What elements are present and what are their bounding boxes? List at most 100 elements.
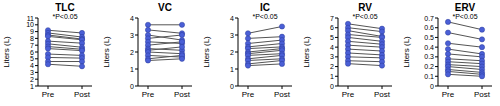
point — [279, 61, 284, 66]
subject-line — [248, 37, 282, 39]
data — [445, 19, 484, 79]
y-tick — [135, 35, 138, 36]
x-axis — [238, 86, 292, 87]
y-tick — [435, 86, 438, 87]
subject-line — [148, 42, 182, 45]
subject-line — [48, 64, 82, 66]
y-tick-label: 1 — [330, 73, 334, 80]
x-axis — [138, 86, 192, 87]
subject-line — [348, 56, 382, 58]
y-tick-label: 5 — [30, 55, 34, 62]
point — [45, 46, 50, 51]
subject-line — [448, 22, 482, 30]
annotation: *P<0.05 — [352, 13, 377, 20]
point — [345, 61, 350, 66]
x-tick — [148, 86, 149, 89]
x-tick — [48, 86, 49, 89]
subject-line — [448, 62, 482, 64]
y-tick — [335, 76, 338, 77]
y-tick — [35, 38, 38, 39]
y-tick — [35, 24, 38, 25]
point — [379, 63, 384, 68]
point — [445, 72, 450, 77]
y-tick — [35, 86, 38, 87]
subject-line — [148, 52, 182, 54]
y-tick-label: 1 — [130, 66, 134, 73]
x-tick — [482, 86, 483, 89]
x-tick-label: Post — [374, 90, 391, 99]
panel: ICLiters (L)01234PrePost*P<0.05 — [202, 2, 292, 99]
y-tick-label: 3 — [30, 69, 34, 76]
y-tick — [35, 72, 38, 73]
subject-line — [248, 59, 282, 61]
subject-line — [48, 30, 82, 33]
y-tick — [35, 31, 38, 32]
y-tick-label: 2 — [130, 49, 134, 56]
data — [145, 22, 184, 63]
point — [79, 59, 84, 64]
y-tick-label: 1 — [30, 83, 34, 90]
title: ERV — [455, 2, 476, 13]
subject-line — [48, 35, 82, 39]
y-tick-label: 8 — [30, 35, 34, 42]
subject-line — [248, 44, 282, 47]
point — [279, 24, 284, 29]
y-tick — [435, 27, 438, 28]
y-label: Liters (L) — [402, 36, 411, 68]
y-tick-label: 2 — [330, 63, 334, 70]
y-tick — [435, 37, 438, 38]
y-tick — [35, 58, 38, 59]
subject-line — [48, 36, 82, 39]
point — [145, 27, 150, 32]
y-tick — [335, 18, 338, 19]
x-tick-label: Pre — [42, 90, 55, 99]
point — [79, 48, 84, 53]
subject-line — [248, 27, 282, 34]
y-tick-label: 0 — [130, 83, 134, 90]
subject-line — [448, 59, 482, 61]
y-tick-label: 10 — [26, 21, 34, 28]
y-tick — [135, 18, 138, 19]
subject-line — [348, 60, 382, 62]
x-tick — [348, 86, 349, 89]
title: IC — [260, 2, 270, 13]
x-axis — [38, 86, 92, 87]
y-tick-label: 3 — [230, 32, 234, 39]
y-tick — [35, 52, 38, 53]
x-tick — [182, 86, 183, 89]
y-label: Liters (L) — [102, 36, 111, 68]
title: RV — [358, 2, 372, 13]
subject-line — [248, 47, 282, 49]
y-tick — [135, 86, 138, 87]
y-tick — [335, 47, 338, 48]
y-tick-label: 9 — [30, 28, 34, 35]
subject-line — [248, 49, 282, 52]
y-tick-label: 0 — [230, 83, 234, 90]
y-tick-label: 0.1 — [424, 73, 434, 80]
subject-line — [448, 74, 482, 76]
y-label: Liters (L) — [2, 36, 11, 68]
x-tick-label: Pre — [242, 90, 255, 99]
y-tick — [35, 45, 38, 46]
point — [445, 46, 450, 51]
subject-line — [248, 61, 282, 64]
y-tick — [335, 86, 338, 87]
y-tick-label: 4 — [330, 44, 334, 51]
subject-line — [148, 35, 182, 38]
point — [145, 22, 150, 27]
point — [179, 39, 184, 44]
subject-line — [248, 50, 282, 53]
subject-line — [448, 54, 482, 57]
point — [445, 51, 450, 56]
y-tick — [135, 69, 138, 70]
point — [179, 44, 184, 49]
y-tick — [435, 56, 438, 57]
point — [45, 34, 50, 39]
y-tick — [235, 86, 238, 87]
y-tick — [335, 56, 338, 57]
subject-line — [148, 59, 182, 61]
subject-line — [48, 41, 82, 43]
subject-line — [148, 30, 182, 33]
subject-line — [148, 35, 182, 40]
y-tick — [435, 47, 438, 48]
